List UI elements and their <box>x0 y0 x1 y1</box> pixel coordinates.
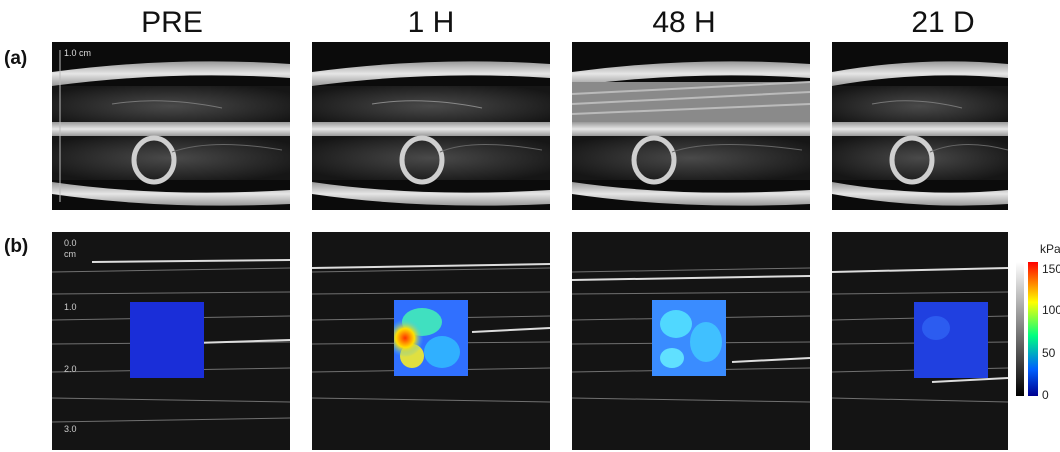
colorbar-unit: kPa <box>1040 242 1060 256</box>
depth-tick-2: 2.0 <box>64 364 77 374</box>
mri-panel-21d <box>832 42 1008 210</box>
colorbar-tick-0: 0 <box>1042 388 1049 402</box>
mri-scale-label: 1.0 cm <box>64 48 92 58</box>
depth-unit: cm <box>64 249 76 259</box>
depth-tick-1: 1.0 <box>64 302 77 312</box>
colorbar-tick-100: 100 <box>1042 303 1060 317</box>
colorbar-tick-50: 50 <box>1042 346 1056 360</box>
mri-panel-1h <box>312 42 550 210</box>
depth-scale: 0.0 cm 1.0 2.0 3.0 <box>54 238 84 438</box>
row-label-a: (a) <box>4 48 28 69</box>
depth-tick-3: 3.0 <box>64 424 77 434</box>
colorbar <box>1028 262 1038 396</box>
ultrasound-panel-48h <box>572 232 810 450</box>
ultrasound-panel-21d <box>832 232 1008 450</box>
row-label-b: (b) <box>4 236 29 257</box>
colorbar-grey <box>1016 262 1024 396</box>
column-title-pre: PRE <box>141 6 203 39</box>
depth-tick-0: 0.0 <box>64 238 77 248</box>
ultrasound-panel-1h <box>312 232 550 450</box>
ultrasound-panel-pre <box>52 232 290 450</box>
mri-panel-48h <box>572 42 810 210</box>
colorbar-tick-150: 150 <box>1042 262 1060 276</box>
column-title-1h: 1 H <box>407 6 455 39</box>
mri-panel-pre <box>52 42 290 210</box>
column-title-21d: 21 D <box>911 6 975 39</box>
column-title-48h: 48 H <box>652 6 716 39</box>
